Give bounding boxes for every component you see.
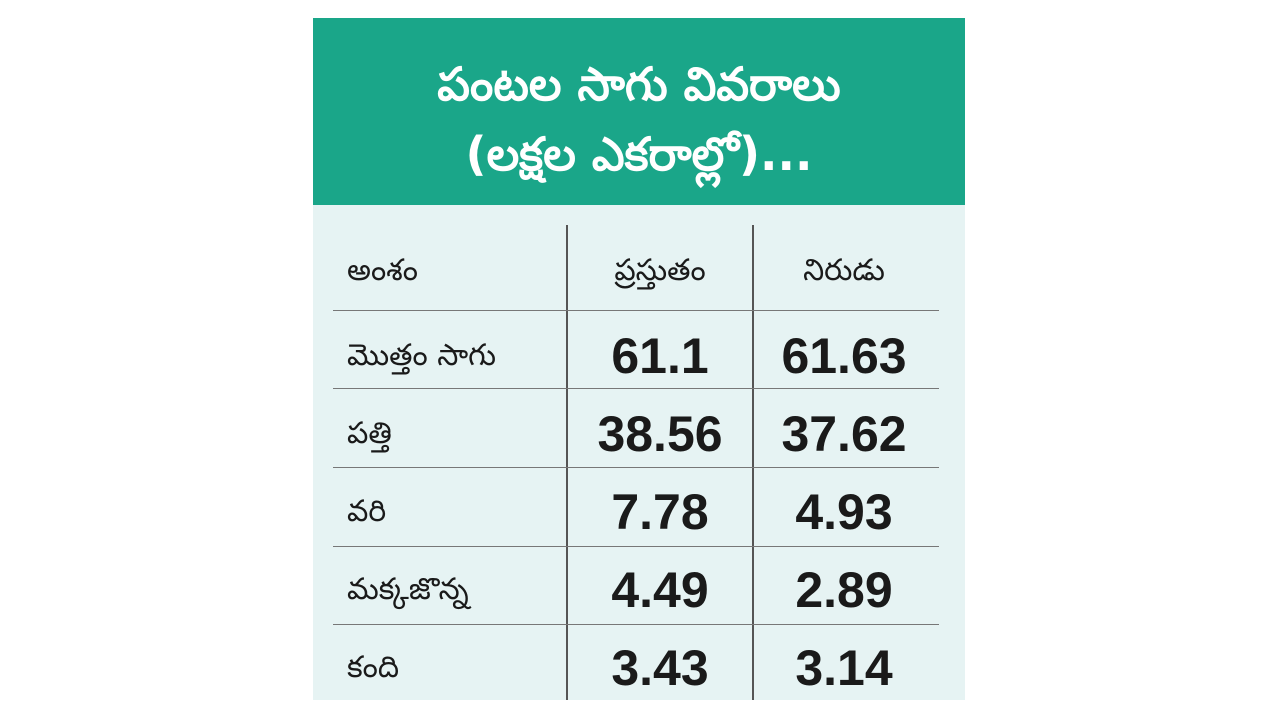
title-line-2: (లక్షల ఎకరాల్లో)... [465, 127, 813, 181]
row-divider [333, 388, 939, 389]
current-value: 7.78 [611, 484, 709, 540]
previous-value: 4.93 [795, 484, 893, 540]
column-header-item: అంశం [347, 253, 418, 288]
row-divider [333, 546, 939, 547]
row-divider [333, 624, 939, 625]
crop-stats-card: పంటల సాగు వివరాలు (లక్షల ఎకరాల్లో)... అం… [313, 18, 965, 700]
row-label: కంది [347, 650, 400, 685]
row-divider [333, 310, 939, 311]
table-row: మొత్తం సాగు 61.1 61.63 [313, 317, 965, 395]
current-value: 4.49 [611, 562, 709, 618]
previous-value: 61.63 [781, 328, 907, 384]
current-value: 61.1 [611, 328, 709, 384]
table-header-row: అంశం ప్రస్తుతం నిరుడు [313, 232, 965, 310]
column-header-current: ప్రస్తుతం [614, 253, 706, 288]
title-line-1: పంటల సాగు వివరాలు [437, 57, 841, 111]
title-banner: పంటల సాగు వివరాలు (లక్షల ఎకరాల్లో)... [313, 18, 965, 205]
current-value: 38.56 [597, 406, 723, 462]
previous-value: 3.14 [795, 640, 893, 696]
table-row: కంది 3.43 3.14 [313, 629, 965, 707]
previous-value: 2.89 [795, 562, 893, 618]
row-divider [333, 467, 939, 468]
column-divider [566, 225, 568, 700]
column-divider [752, 225, 754, 700]
row-label: వరి [347, 494, 387, 529]
column-header-previous: నిరుడు [803, 253, 885, 288]
table-row: మక్కజొన్న 4.49 2.89 [313, 551, 965, 629]
current-value: 3.43 [611, 640, 709, 696]
table-row: వరి 7.78 4.93 [313, 473, 965, 551]
stats-table: అంశం ప్రస్తుతం నిరుడు మొత్తం సాగు 61.1 6… [313, 205, 965, 700]
row-label: పత్తి [347, 416, 392, 451]
row-label: మొత్తం సాగు [347, 338, 497, 373]
previous-value: 37.62 [781, 406, 907, 462]
row-label: మక్కజొన్న [347, 572, 469, 607]
table-row: పత్తి 38.56 37.62 [313, 395, 965, 473]
